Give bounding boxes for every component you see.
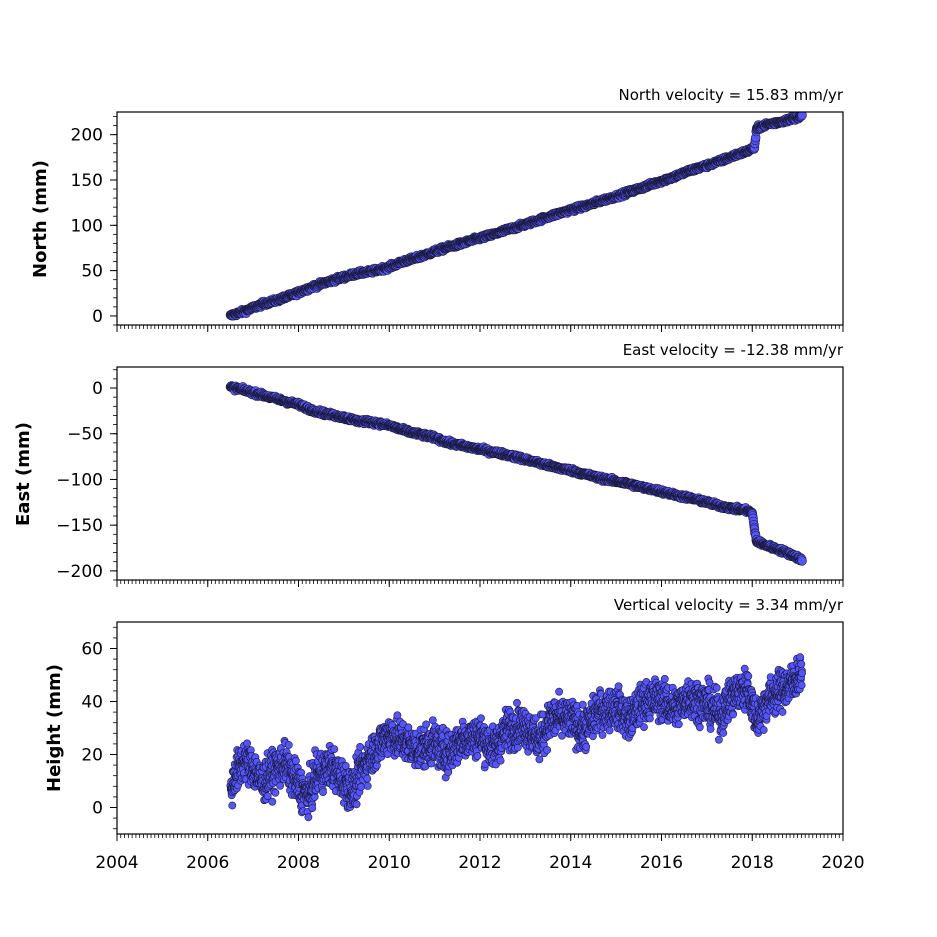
y-tick-label: 150 — [71, 171, 103, 191]
east-x-axis — [116, 580, 844, 587]
east-y-axis: 0 −50 −100 −150 −200 — [56, 369, 117, 582]
data-point — [276, 781, 284, 790]
east-series — [225, 381, 807, 566]
north-y-axis: 0 50 100 150 200 — [71, 116, 117, 327]
y-tick-label: −100 — [56, 470, 103, 490]
height-plot-area: 2004 2006 2008 2010 2012 2014 2016 2018 20200204… — [81, 621, 865, 873]
data-point — [357, 783, 365, 791]
data-point — [271, 788, 280, 797]
y-tick-label: −50 — [67, 425, 103, 445]
y-tick-label: −150 — [56, 516, 103, 536]
data-point — [555, 687, 563, 696]
data-point — [291, 756, 300, 765]
y-tick-label: 50 — [81, 262, 103, 282]
data-point — [797, 112, 807, 120]
data-point — [352, 800, 361, 809]
north-panel: North velocity = 15.83 mm/yr North (mm) … — [30, 86, 844, 332]
data-point — [356, 743, 364, 751]
data-point — [477, 714, 485, 723]
north-series — [225, 112, 807, 321]
data-point — [363, 774, 372, 783]
data-point — [228, 801, 237, 810]
north-axes-frame — [116, 111, 844, 326]
y-tick-label: 0 — [92, 379, 103, 399]
east-panel: East velocity = -12.38 mm/yr East (mm) 0… — [13, 341, 844, 587]
data-point — [363, 782, 372, 790]
data-point — [496, 756, 505, 765]
north-x-axis — [116, 325, 844, 332]
north-y-axis-label: North (mm) — [30, 160, 51, 278]
height-panel-title: Vertical velocity = 3.34 mm/yr — [614, 596, 844, 614]
height-series — [226, 653, 806, 822]
y-tick-label: 200 — [71, 126, 103, 146]
data-point — [304, 813, 313, 822]
north-panel-title: North velocity = 15.83 mm/yr — [619, 86, 844, 104]
data-point — [263, 792, 272, 801]
y-tick-label: 0 — [92, 307, 103, 327]
data-point — [319, 788, 327, 796]
data-point — [284, 741, 293, 749]
height-y-axis-label: Height (mm) — [44, 664, 65, 792]
data-point — [330, 745, 339, 753]
east-panel-title: East velocity = -12.38 mm/yr — [623, 341, 844, 359]
east-plot-area: 0 −50 −100 −150 −200 — [56, 366, 844, 587]
data-point — [422, 720, 430, 729]
y-tick-label: 100 — [71, 216, 103, 236]
data-point — [543, 746, 552, 754]
data-point — [535, 755, 544, 764]
data-point — [513, 699, 521, 707]
data-point — [473, 752, 482, 760]
data-point — [797, 556, 807, 566]
data-point — [268, 797, 277, 806]
height-panel: Vertical velocity = 3.34 mm/yr Height (m… — [44, 596, 865, 873]
east-axes-frame — [116, 366, 844, 581]
data-point — [308, 804, 317, 812]
east-y-axis-label: East (mm) — [13, 422, 34, 526]
y-tick-label: −200 — [56, 562, 103, 582]
data-point — [427, 759, 436, 768]
north-plot-area: 0 50 100 150 200 — [71, 111, 844, 332]
